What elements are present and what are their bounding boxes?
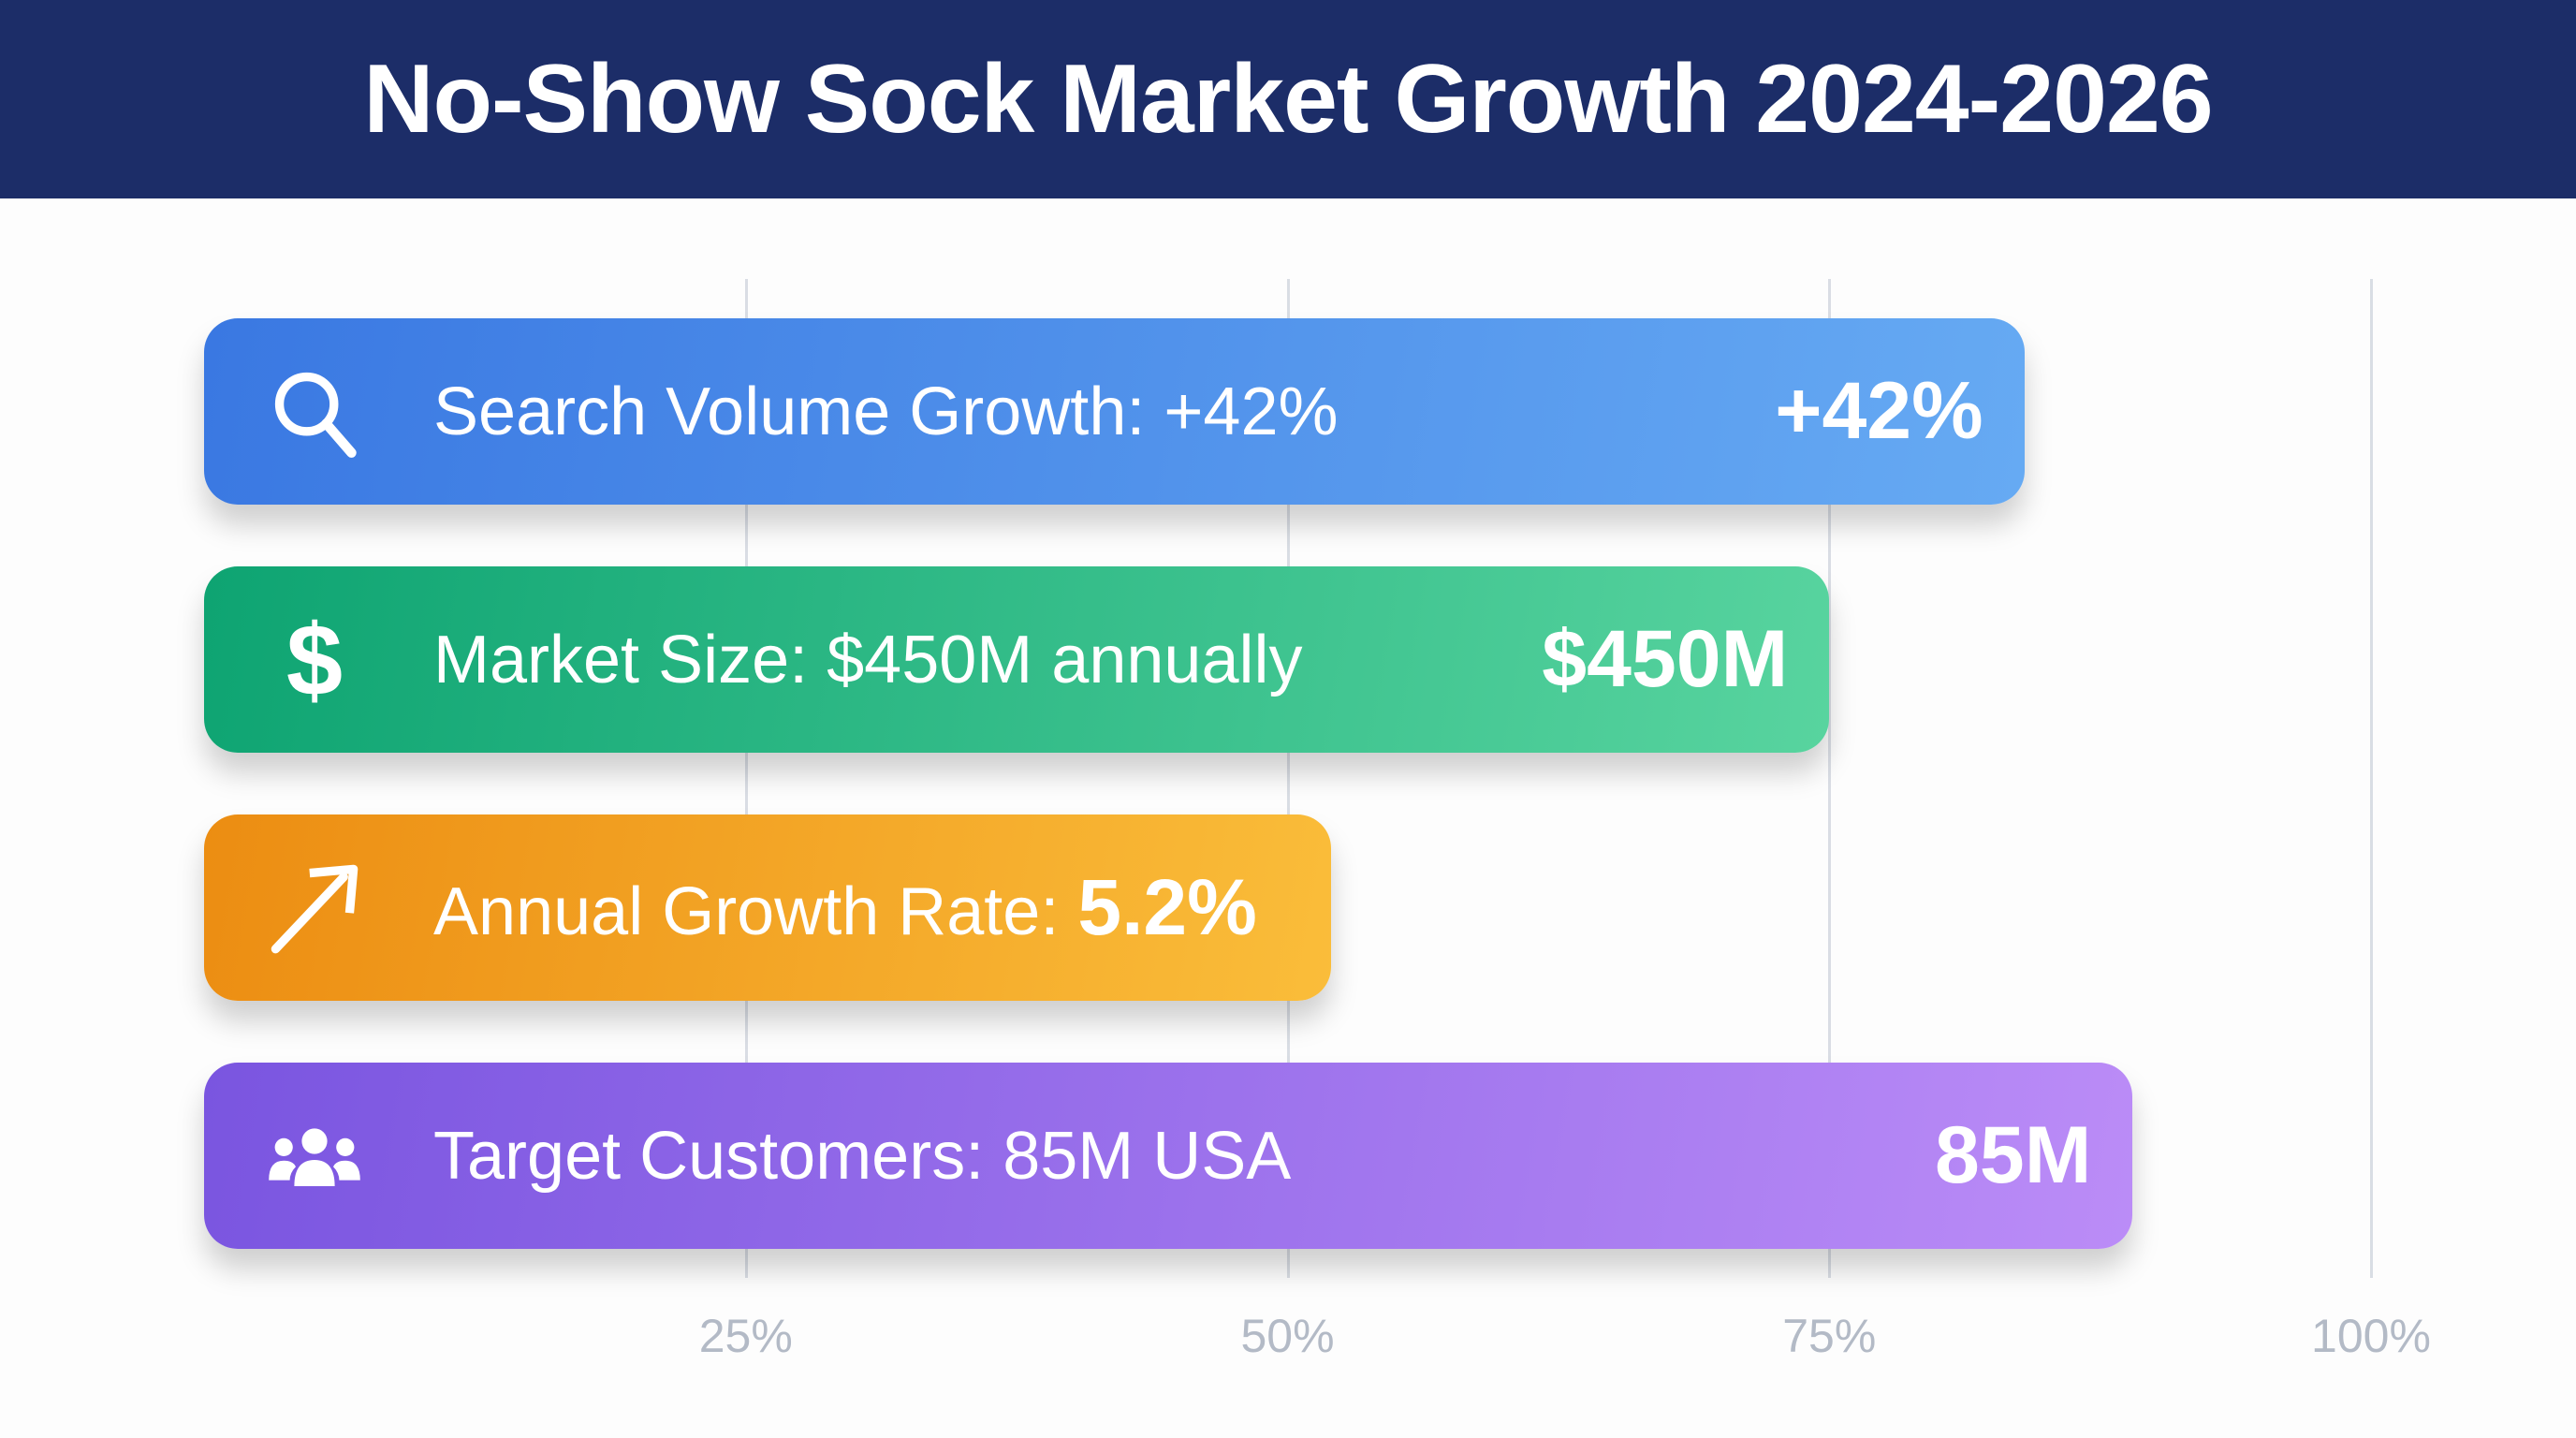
bar-value: +42% — [1775, 366, 1983, 456]
gridline — [2370, 279, 2373, 1278]
x-tick-label: 50% — [1240, 1310, 1335, 1362]
search-icon — [266, 363, 363, 461]
bar-market-size: $ Market Size: $450M annually $450M — [204, 566, 1830, 753]
x-tick-label: 75% — [1782, 1310, 1877, 1362]
bar-search-volume: Search Volume Growth: +42% +42% — [204, 318, 2025, 505]
bar-label: Annual Growth Rate: 5.2% — [433, 862, 1257, 953]
x-tick-label: 100% — [2311, 1310, 2431, 1362]
users-group-icon — [266, 1108, 363, 1205]
bar-label: Market Size: $450M annually — [433, 622, 1303, 697]
trending-up-arrow-icon — [266, 859, 363, 957]
dollar-icon: $ — [266, 611, 363, 709]
x-tick-label: 25% — [698, 1310, 793, 1362]
gridline — [744, 279, 748, 1278]
bar-value: $450M — [1542, 614, 1789, 704]
bar-value: 85M — [1935, 1110, 2092, 1200]
bar-target-customers: Target Customers: 85M USA 85M — [204, 1063, 2133, 1249]
gridline — [1286, 279, 1290, 1278]
bar-label: Target Customers: 85M USA — [433, 1118, 1292, 1194]
svg-text:$: $ — [286, 611, 343, 709]
title-bar: No-Show Sock Market Growth 2024-2026 — [0, 0, 2576, 198]
bar-annual-growth: Annual Growth Rate: 5.2% — [204, 814, 1331, 1001]
bar-label: Search Volume Growth: +42% — [433, 374, 1339, 449]
bar-label-text: Annual Growth Rate: — [433, 874, 1078, 949]
chart-title: No-Show Sock Market Growth 2024-2026 — [363, 44, 2213, 154]
gridline — [1828, 279, 1832, 1278]
bar-inline-value: 5.2% — [1077, 863, 1257, 951]
